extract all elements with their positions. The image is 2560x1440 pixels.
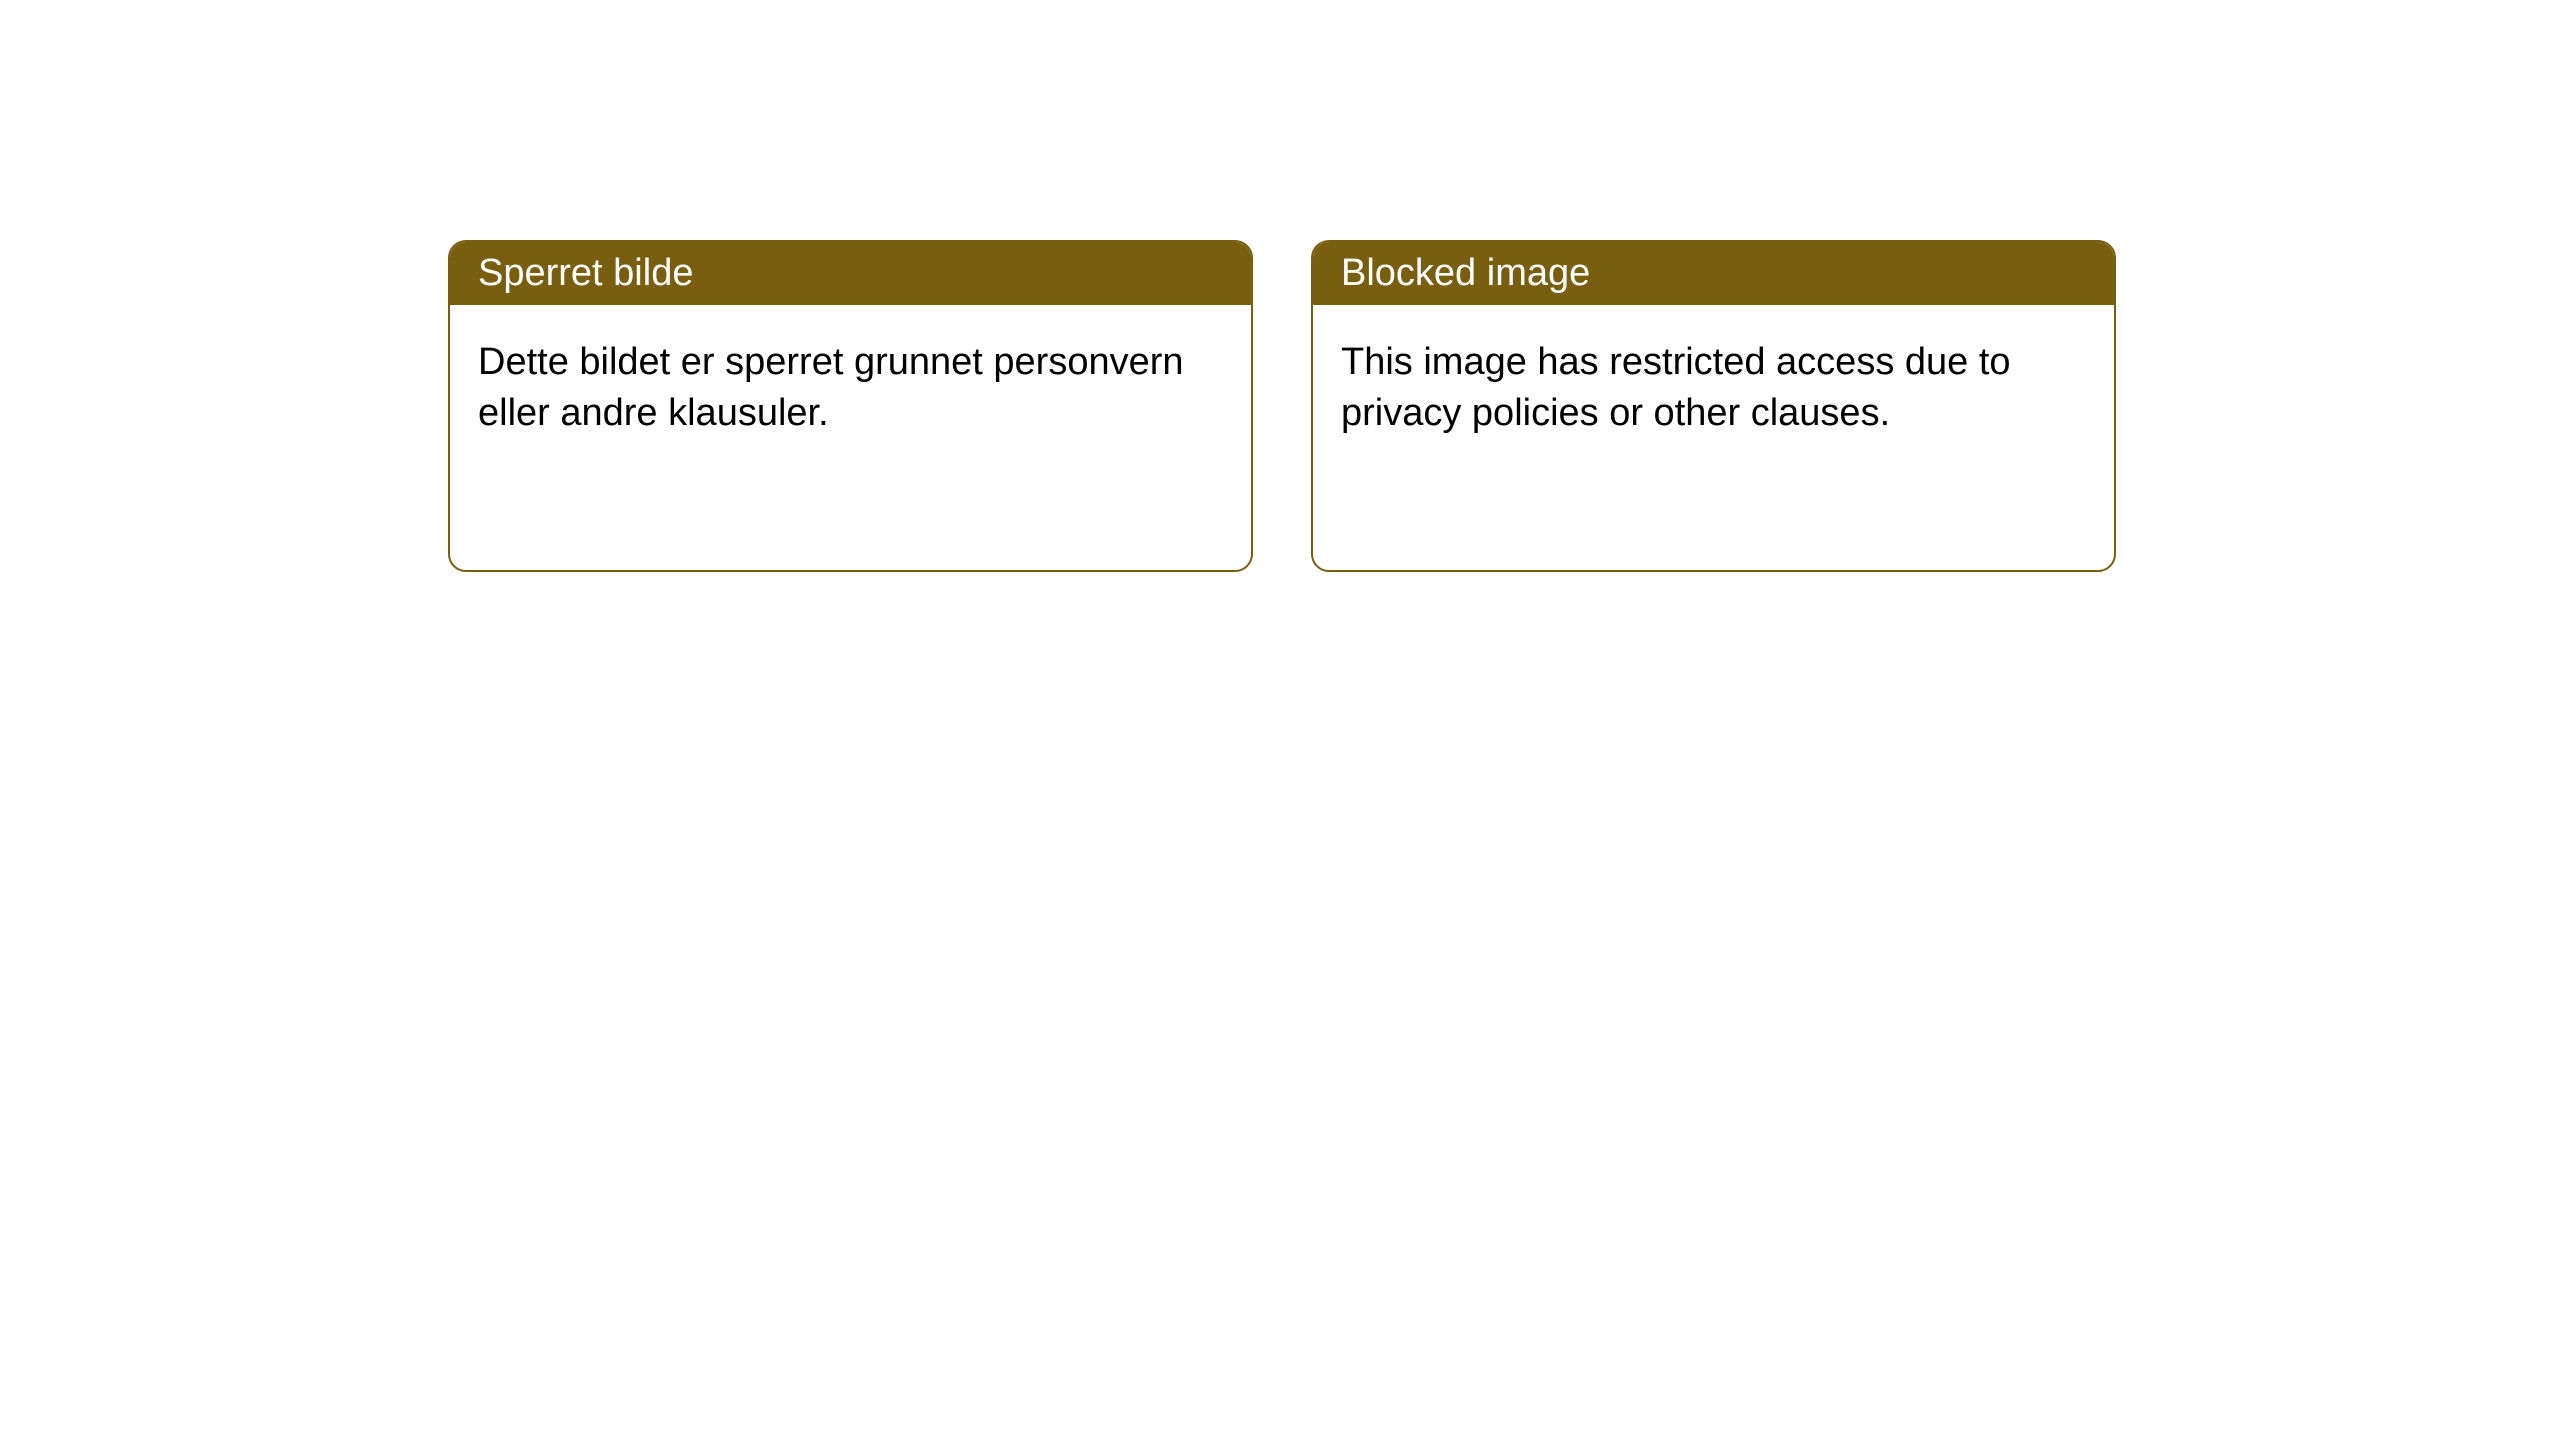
card-header-en: Blocked image [1313,242,2114,305]
card-body-no: Dette bildet er sperret grunnet personve… [450,305,1251,472]
blocked-image-card-no: Sperret bilde Dette bildet er sperret gr… [448,240,1253,572]
blocked-image-card-en: Blocked image This image has restricted … [1311,240,2116,572]
card-header-no: Sperret bilde [450,242,1251,305]
card-body-en: This image has restricted access due to … [1313,305,2114,472]
cards-container: Sperret bilde Dette bildet er sperret gr… [0,0,2560,572]
